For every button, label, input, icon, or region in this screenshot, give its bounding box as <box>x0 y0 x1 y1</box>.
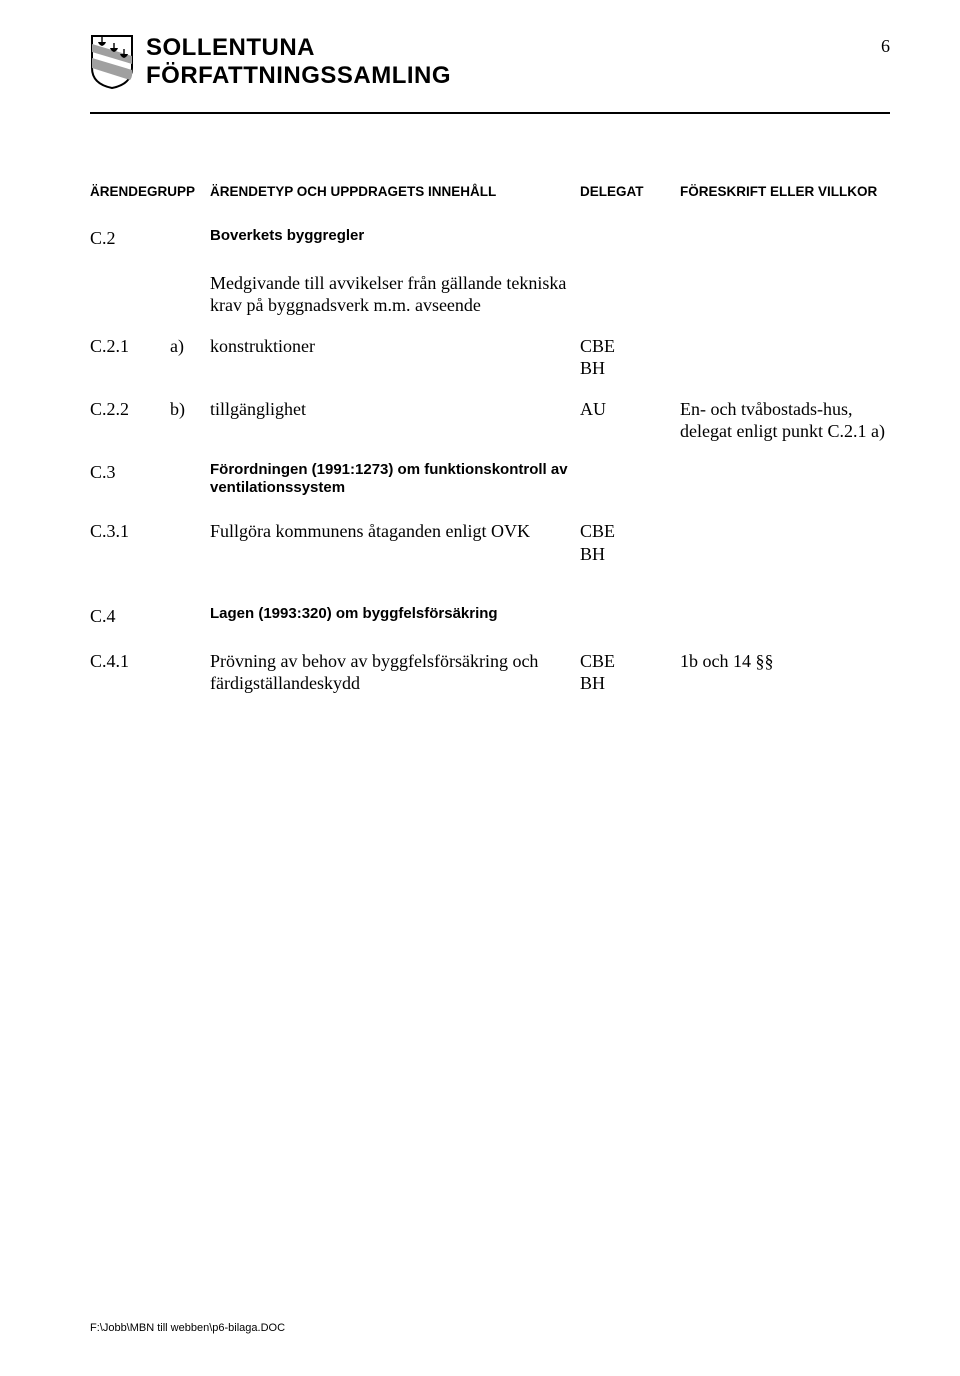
cell-text: Fullgöra kommunens åtaganden enligt OVK <box>210 520 580 565</box>
row-number: C.4.1 <box>90 650 170 695</box>
th-arendetyp: ÄRENDETYP OCH UPPDRAGETS INNEHÅLL <box>210 184 580 199</box>
cell-villkor <box>680 335 890 380</box>
title-line2: FÖRFATTNINGSSAMLING <box>146 62 869 90</box>
row-letter <box>170 605 210 628</box>
cell-arendegrupp: C.4.1 <box>90 650 210 695</box>
cell-text: Förordningen (1991:1273) om funktionskon… <box>210 461 580 499</box>
cell-arendegrupp: C.4 <box>90 605 210 628</box>
cell-text: Medgivande till avvikelser från gällande… <box>210 272 580 317</box>
row-number: C.2.1 <box>90 335 170 380</box>
table-row: C.3.1 Fullgöra kommunens åtaganden enligt… <box>90 520 890 565</box>
cell-text: Prövning av behov av byggfelsförsäkring … <box>210 650 580 695</box>
row-number: C.3 <box>90 461 170 499</box>
th-villkor: FÖRESKRIFT ELLER VILLKOR <box>680 184 890 199</box>
row-number <box>90 272 170 317</box>
cell-arendegrupp: C.3.1 <box>90 520 210 565</box>
table-row: C.3 Förordningen (1991:1273) om funktions… <box>90 461 890 499</box>
cell-delegat: CBE BH <box>580 335 680 380</box>
cell-delegat <box>580 461 680 499</box>
page-number: 6 <box>881 34 890 57</box>
cell-villkor <box>680 461 890 499</box>
cell-delegat: AU <box>580 398 680 443</box>
row-letter <box>170 650 210 695</box>
row-letter: b) <box>170 398 210 443</box>
title-block: SOLLENTUNA FÖRFATTNINGSSAMLING <box>146 34 869 89</box>
cell-text: konstruktioner <box>210 335 580 380</box>
cell-text: Boverkets byggregler <box>210 227 580 250</box>
cell-arendegrupp: C.2.1a) <box>90 335 210 380</box>
table-row: C.2.2b)tillgänglighetAUEn- och tvåbostad… <box>90 398 890 443</box>
table-body: C.2 Boverkets byggregler Medgivande till a… <box>90 227 890 695</box>
cell-villkor <box>680 520 890 565</box>
content: ÄRENDEGRUPP ÄRENDETYP OCH UPPDRAGETS INN… <box>90 184 890 695</box>
header-divider <box>90 112 890 114</box>
table-header-row: ÄRENDEGRUPP ÄRENDETYP OCH UPPDRAGETS INN… <box>90 184 890 199</box>
page: SOLLENTUNA FÖRFATTNINGSSAMLING 6 ÄRENDEG… <box>0 0 960 1376</box>
cell-villkor: 1b och 14 §§ <box>680 650 890 695</box>
table-row: C.2 Boverkets byggregler <box>90 227 890 250</box>
row-letter <box>170 461 210 499</box>
th-arendegrupp: ÄRENDEGRUPP <box>90 184 210 199</box>
table-row: C.4 Lagen (1993:320) om byggfelsförsäkrin… <box>90 605 890 628</box>
cell-arendegrupp: C.3 <box>90 461 210 499</box>
row-letter <box>170 520 210 565</box>
row-letter: a) <box>170 335 210 380</box>
cell-text: tillgänglighet <box>210 398 580 443</box>
cell-text: Lagen (1993:320) om byggfelsförsäkring <box>210 605 580 628</box>
cell-arendegrupp: C.2.2b) <box>90 398 210 443</box>
cell-arendegrupp <box>90 272 210 317</box>
cell-villkor <box>680 227 890 250</box>
cell-villkor <box>680 272 890 317</box>
row-number: C.3.1 <box>90 520 170 565</box>
table-row: C.2.1a)konstruktionerCBE BH <box>90 335 890 380</box>
row-letter <box>170 227 210 250</box>
row-number: C.2.2 <box>90 398 170 443</box>
row-number: C.4 <box>90 605 170 628</box>
sollentuna-logo-icon <box>90 34 134 90</box>
cell-delegat: CBE BH <box>580 520 680 565</box>
cell-delegat <box>580 227 680 250</box>
cell-villkor: En- och tvåbostads-hus, delegat enligt p… <box>680 398 890 443</box>
row-letter <box>170 272 210 317</box>
cell-arendegrupp: C.2 <box>90 227 210 250</box>
footer-filepath: F:\Jobb\MBN till webben\p6-bilaga.DOC <box>90 1322 285 1334</box>
cell-delegat <box>580 272 680 317</box>
cell-delegat <box>580 605 680 628</box>
row-number: C.2 <box>90 227 170 250</box>
table-row: C.4.1 Prövning av behov av byggfelsförsäk… <box>90 650 890 695</box>
title-line1: SOLLENTUNA <box>146 34 869 62</box>
cell-villkor <box>680 605 890 628</box>
table-row: Medgivande till avvikelser från gällande… <box>90 272 890 317</box>
th-delegat: DELEGAT <box>580 184 680 199</box>
cell-delegat: CBE BH <box>580 650 680 695</box>
spacer <box>90 583 890 605</box>
header: SOLLENTUNA FÖRFATTNINGSSAMLING 6 <box>90 34 890 90</box>
